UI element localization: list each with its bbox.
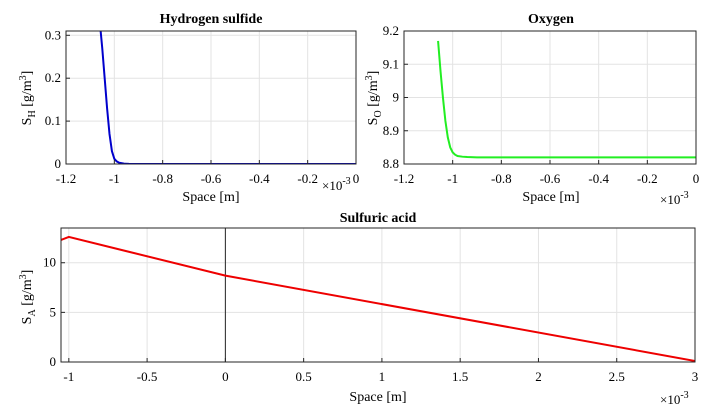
x-tick-label: -0.8 [491, 171, 512, 186]
y-label-main: S [366, 118, 381, 126]
y-label-unit: [g/m [20, 80, 35, 107]
x-tick-label: -1.2 [394, 171, 415, 186]
svg-text:SA [g/m3]: SA [g/m3] [18, 270, 38, 325]
x-tick-label: -1 [109, 171, 120, 186]
chart-title: Oxygen [528, 12, 574, 27]
y-label-sub: O [373, 110, 384, 117]
x-tick-label: -0.2 [297, 171, 318, 186]
y-tick-label: 0.1 [45, 113, 61, 128]
x-axis-label: Space [m] [182, 190, 239, 205]
svg-text:SO [g/m3]: SO [g/m3] [364, 71, 384, 126]
y-axis-label: SH [g/m3] [18, 71, 38, 126]
series-lines [437, 40, 696, 159]
x-exponent: ×10-3 [660, 190, 689, 207]
ticks: -1.2 -1 -0.8 -0.6 -0.4 -0.2 0 0 0.1 0.2 0.3 [45, 27, 360, 186]
y-label-sub: A [27, 309, 38, 317]
x-tick-label: 0 [222, 369, 229, 384]
y-label-close: ] [20, 270, 35, 275]
ticks: -1 -0.5 0 0.5 1 1.5 2 2.5 3 0 5 10 [43, 255, 698, 384]
x-tick-label: 1 [379, 369, 386, 384]
y-tick-label: 8.8 [383, 156, 399, 171]
y-label-sub: H [27, 110, 38, 117]
x-tick-label: -1 [447, 171, 458, 186]
x-tick-label: -0.6 [201, 171, 222, 186]
panel-sulfuric-acid: Sulfuric acid -1 -0.5 0 0.5 1 1.5 2 2.5 3 0 5 10 Sp… [18, 211, 698, 407]
series-line-s-a [61, 235, 695, 362]
y-axis-label: SA [g/m3] [18, 270, 38, 325]
x-tick-label: 0 [693, 171, 700, 186]
y-tick-label: 10 [43, 255, 56, 270]
series-lines [99, 31, 356, 164]
ticks: -1.2 -1 -0.8 -0.6 -0.4 -0.2 0 8.8 8.9 9 9.1 9.2 [383, 23, 700, 186]
x-tick-label: -0.4 [588, 171, 609, 186]
y-label-unit: [g/m [20, 279, 35, 306]
x-tick-label: 0.5 [296, 369, 312, 384]
series-line-s-h [99, 31, 356, 164]
x-tick-label: 3 [692, 369, 699, 384]
grid [61, 228, 696, 363]
x-tick-label: -1 [63, 369, 74, 384]
x-axis-label: Space [m] [522, 190, 579, 205]
grid [403, 30, 697, 165]
y-axis-label: SO [g/m3] [364, 71, 384, 126]
y-label-unit: [g/m [366, 80, 381, 107]
x-axis-label: Space [m] [349, 390, 406, 405]
x-tick-label: -0.4 [249, 171, 270, 186]
y-label-sup: 3 [18, 274, 29, 279]
y-tick-label: 0.2 [45, 70, 61, 85]
panel-oxygen: Oxygen -1.2 -1 -0.8 -0.6 -0.4 -0.2 0 8.8 8.9 9 9.1… [364, 12, 699, 207]
y-label-sup: 3 [364, 75, 375, 80]
x-tick-label: 2 [535, 369, 542, 384]
y-label-main: S [20, 317, 35, 325]
x-tick-label: 0 [353, 171, 360, 186]
series-lines [61, 228, 695, 362]
x-exponent: ×10-3 [660, 390, 689, 407]
x-tick-label: -1.2 [56, 171, 77, 186]
chart-title: Hydrogen sulfide [160, 12, 263, 27]
y-tick-label: 5 [50, 304, 57, 319]
y-tick-label: 8.9 [383, 123, 399, 138]
x-tick-label: 2.5 [609, 369, 625, 384]
x-tick-label: -0.5 [137, 369, 158, 384]
y-tick-label: 9.2 [383, 23, 399, 38]
axes-frame [60, 227, 696, 363]
panel-hydrogen-sulfide: Hydrogen sulfide -1.2 -1 -0.8 -0.6 -0.4 -0.2 0… [18, 12, 359, 205]
x-tick-label: -0.6 [540, 171, 561, 186]
y-tick-label: 9.1 [383, 56, 399, 71]
svg-text:SH [g/m3]: SH [g/m3] [18, 71, 38, 126]
series-line-s-o [437, 40, 696, 159]
y-tick-label: 0 [55, 156, 62, 171]
x-tick-label: -0.8 [152, 171, 173, 186]
y-label-close: ] [20, 71, 35, 76]
y-tick-label: 0 [50, 354, 57, 369]
x-tick-label: -0.2 [637, 171, 658, 186]
y-tick-label: 0.3 [45, 27, 61, 42]
x-exponent: ×10-3 [322, 176, 351, 193]
x-tick-label: 1.5 [452, 369, 468, 384]
y-label-main: S [20, 118, 35, 126]
grid [65, 31, 357, 165]
y-label-close: ] [366, 71, 381, 76]
chart-title: Sulfuric acid [340, 211, 417, 226]
y-tick-label: 9 [393, 90, 400, 105]
y-label-sup: 3 [18, 75, 29, 80]
